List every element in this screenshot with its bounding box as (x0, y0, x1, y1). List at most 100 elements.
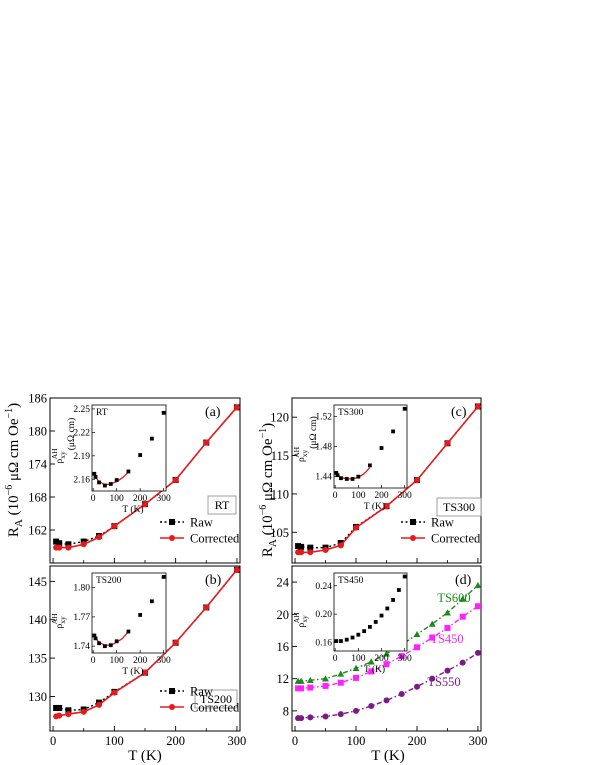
legend-label-corrected: Corrected (431, 532, 481, 546)
inset-point (379, 613, 384, 618)
inset-point (356, 632, 361, 637)
data-point-ts600 (367, 658, 375, 665)
inset-point (362, 629, 367, 634)
inset-point (92, 471, 97, 476)
data-point-ts550 (298, 715, 305, 722)
data-point-ts600 (306, 676, 314, 684)
data-point-corrected (111, 523, 118, 530)
data-point-raw (56, 540, 63, 547)
inset-frame (333, 404, 408, 489)
y-tick-label: 8 (283, 704, 289, 718)
data-point-ts550 (322, 713, 329, 720)
x-tick-label: 300 (228, 734, 247, 748)
inset-point (402, 406, 407, 411)
y-tick-label: 186 (28, 392, 47, 406)
data-point-ts600 (459, 595, 467, 602)
data-point-corrected (322, 546, 329, 553)
inset-point (138, 613, 143, 617)
data-point-corrected (96, 701, 103, 708)
y-tick-label: 12 (277, 672, 290, 686)
inset-title: RT (96, 408, 108, 418)
y-tick-label: 115 (271, 449, 289, 463)
inset-y-label: ρxyAH (50, 613, 67, 629)
inset-x-tick-label: 0 (333, 491, 338, 501)
data-point-ts550 (444, 667, 451, 674)
inset-y-label: ρxyAH (50, 448, 67, 464)
inset-x-tick-label: 0 (91, 494, 96, 504)
inset-x-tick-label: 200 (133, 494, 148, 504)
legend-label-raw: Raw (190, 516, 213, 530)
inset-point (368, 463, 372, 468)
data-point-ts450 (398, 653, 405, 660)
inset-point (335, 473, 340, 478)
legend-marker-raw (410, 519, 416, 525)
inset-title: TS200 (96, 576, 122, 586)
data-point-corrected (56, 544, 63, 551)
x-tick-label: 0 (292, 734, 298, 748)
data-point-ts450 (295, 685, 302, 692)
series-line-raw (56, 569, 238, 712)
data-point-raw (53, 538, 60, 545)
x-axis-label-left: T (K) (128, 748, 161, 764)
y-tick-label: 140 (28, 613, 47, 627)
sample-label-box (436, 497, 482, 517)
y-tick-label: 120 (270, 411, 289, 425)
inset-point (161, 410, 166, 415)
data-point-raw (307, 544, 314, 551)
inset-x-label: T (K) (122, 666, 143, 677)
inset-x-label: T (K) (122, 504, 143, 515)
inset-point (350, 635, 355, 640)
inset-y-tick-label: 1.77 (73, 613, 90, 623)
inset-c: 0 100 200 300 1.44 1.48 1.52 TS300 T (K) ρxyAH(μΩ… (292, 404, 412, 512)
panel-label: (b) (205, 573, 222, 588)
data-point-ts550 (429, 675, 436, 682)
data-point-corrected (96, 534, 103, 541)
inset-x-tick-label: 200 (133, 656, 148, 666)
inset-y-tick-label: 2.16 (73, 475, 90, 485)
inset-point (114, 639, 119, 644)
inset-y-tick-label: 2.19 (73, 452, 90, 462)
y-tick-label: 20 (277, 608, 290, 622)
inset-point (150, 436, 154, 441)
inset-x-tick-label: 300 (157, 656, 172, 666)
inset-y-unit: (μΩ cm) (308, 416, 319, 448)
inset-x-label: T (K) (364, 664, 385, 675)
inset-point (97, 480, 101, 485)
inset-point (138, 453, 143, 457)
sample-label-box (194, 689, 238, 709)
y-tick-label: 110 (271, 487, 289, 501)
inset-point (108, 482, 113, 486)
data-point-corrected (307, 549, 314, 556)
sample-label: TS300 (443, 500, 475, 514)
inset-point (344, 637, 349, 642)
data-point-ts600 (474, 581, 482, 589)
inset-y-tick-label: 1.74 (73, 642, 90, 652)
inset-point (368, 624, 372, 629)
inset-point (379, 446, 384, 450)
data-point-ts600 (322, 675, 329, 682)
inset-point (114, 478, 119, 482)
data-point-ts450 (444, 624, 451, 631)
inset-point (402, 574, 407, 579)
data-point-ts600 (383, 650, 390, 657)
data-point-ts550 (398, 690, 405, 697)
inset-x-tick-label: 200 (374, 491, 389, 501)
inset-point (385, 606, 390, 611)
data-point-ts600 (337, 670, 345, 677)
inset-point (373, 620, 378, 624)
sample-label-box (207, 495, 237, 515)
inset-frame (91, 572, 167, 654)
data-point-ts450 (429, 634, 436, 641)
inset-y-label: ρxyAH (292, 446, 309, 462)
inset-x-tick-label: 300 (398, 654, 413, 664)
y-tick-label: 135 (28, 652, 47, 666)
data-point-ts550 (307, 714, 314, 721)
inset-point (391, 598, 395, 602)
sample-label: TS200 (200, 692, 232, 706)
legend-marker-corrected (169, 535, 175, 541)
data-point-ts450 (307, 684, 314, 691)
inset-x-tick-label: 0 (333, 654, 338, 664)
data-point-ts550 (474, 649, 481, 656)
